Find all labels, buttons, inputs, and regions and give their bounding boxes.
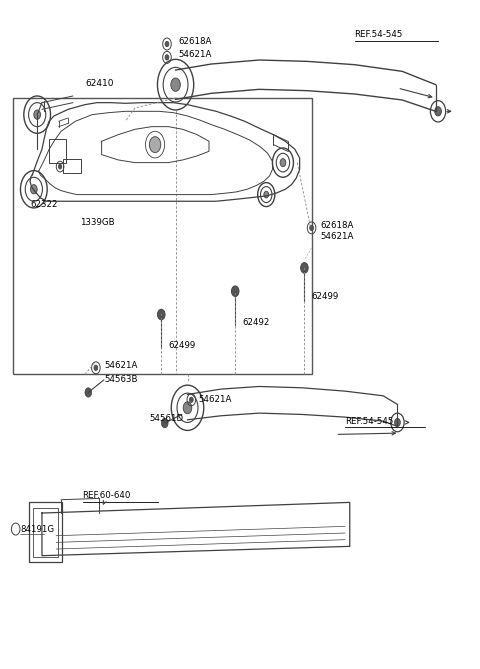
Circle shape (435, 106, 442, 116)
Circle shape (149, 136, 161, 153)
Circle shape (231, 286, 239, 296)
Circle shape (165, 55, 169, 60)
Circle shape (94, 365, 98, 371)
Text: 62618A: 62618A (178, 37, 211, 46)
Text: REF.54-545: REF.54-545 (355, 30, 403, 39)
Bar (63, 159, 81, 173)
Circle shape (161, 418, 168, 427)
Circle shape (171, 78, 180, 92)
Circle shape (280, 159, 286, 167)
Text: 1339GB: 1339GB (80, 218, 115, 227)
Bar (49, 139, 66, 163)
Text: 62410: 62410 (85, 79, 113, 88)
Circle shape (395, 418, 400, 426)
Text: REF.60-640: REF.60-640 (83, 491, 131, 500)
Circle shape (300, 262, 308, 273)
Circle shape (190, 397, 193, 403)
Text: 62499: 62499 (312, 292, 339, 301)
Text: 62499: 62499 (168, 341, 196, 351)
Text: 62322: 62322 (30, 200, 58, 209)
Bar (13, 98, 312, 375)
Text: 54621A: 54621A (178, 50, 211, 58)
Text: REF.54-545: REF.54-545 (345, 417, 394, 425)
Circle shape (85, 388, 92, 397)
Text: 54621A: 54621A (320, 232, 354, 241)
Circle shape (183, 402, 192, 414)
Text: 54563B: 54563B (104, 375, 137, 384)
Circle shape (157, 309, 165, 320)
Circle shape (165, 41, 169, 47)
Text: 84191G: 84191G (21, 524, 55, 534)
Text: 54621A: 54621A (104, 361, 137, 370)
Circle shape (34, 110, 40, 119)
Circle shape (310, 225, 313, 231)
Bar (29, 502, 61, 563)
Circle shape (31, 185, 37, 194)
Text: 62618A: 62618A (320, 221, 354, 229)
Text: 62492: 62492 (242, 318, 270, 327)
Bar (33, 508, 58, 557)
Circle shape (59, 164, 62, 169)
Circle shape (264, 191, 269, 198)
Text: 54621A: 54621A (199, 395, 232, 404)
Text: 54561D: 54561D (149, 414, 183, 423)
